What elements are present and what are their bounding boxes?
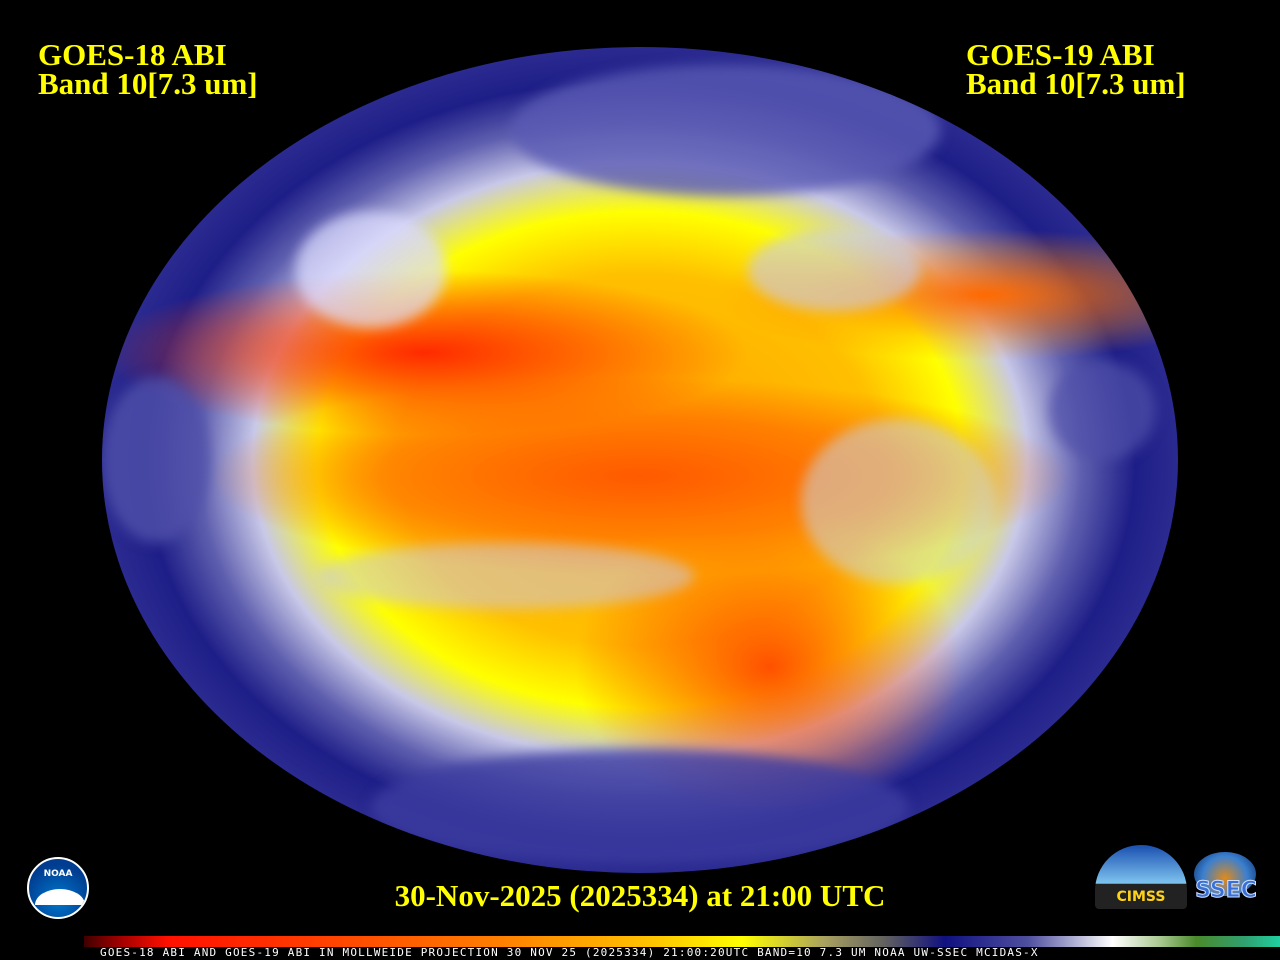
timestamp-label: 30-Nov-2025 (2025334) at 21:00 UTC	[394, 878, 886, 913]
cimss-logo-text: CIMSS	[1116, 889, 1166, 905]
cloud-region	[801, 418, 996, 584]
right-satellite-band: Band 10[7.3 um]	[966, 66, 1186, 101]
water-vapor-globe-image	[102, 47, 1178, 873]
left-satellite-label: GOES-18 ABI Band 10[7.3 um]	[38, 37, 258, 101]
cloud-region	[510, 63, 942, 196]
left-satellite-name: GOES-18 ABI	[38, 37, 227, 72]
right-satellite-label: GOES-19 ABI Band 10[7.3 um]	[966, 37, 1186, 101]
cloud-region	[747, 228, 920, 312]
cloud-region	[102, 377, 210, 543]
globe-icon	[1194, 852, 1256, 896]
cloud-region	[317, 542, 694, 609]
cloud-region	[371, 749, 909, 865]
noaa-bird-icon	[35, 889, 85, 905]
ssec-logo: SSEC	[1190, 850, 1262, 908]
color-scale-bar	[84, 936, 1280, 947]
colorbar-caption: GOES-18 ABI AND GOES-19 ABI IN MOLLWEIDE…	[100, 946, 1039, 959]
cloud-region	[1048, 360, 1157, 460]
cimss-logo: CIMSS	[1095, 845, 1187, 909]
ssec-logo-text: SSEC	[1195, 878, 1258, 904]
noaa-logo-text: NOAA	[43, 869, 73, 879]
noaa-logo: NOAA	[27, 857, 89, 919]
left-satellite-band: Band 10[7.3 um]	[38, 66, 258, 101]
right-satellite-name: GOES-19 ABI	[966, 37, 1155, 72]
cloud-region	[295, 212, 447, 328]
